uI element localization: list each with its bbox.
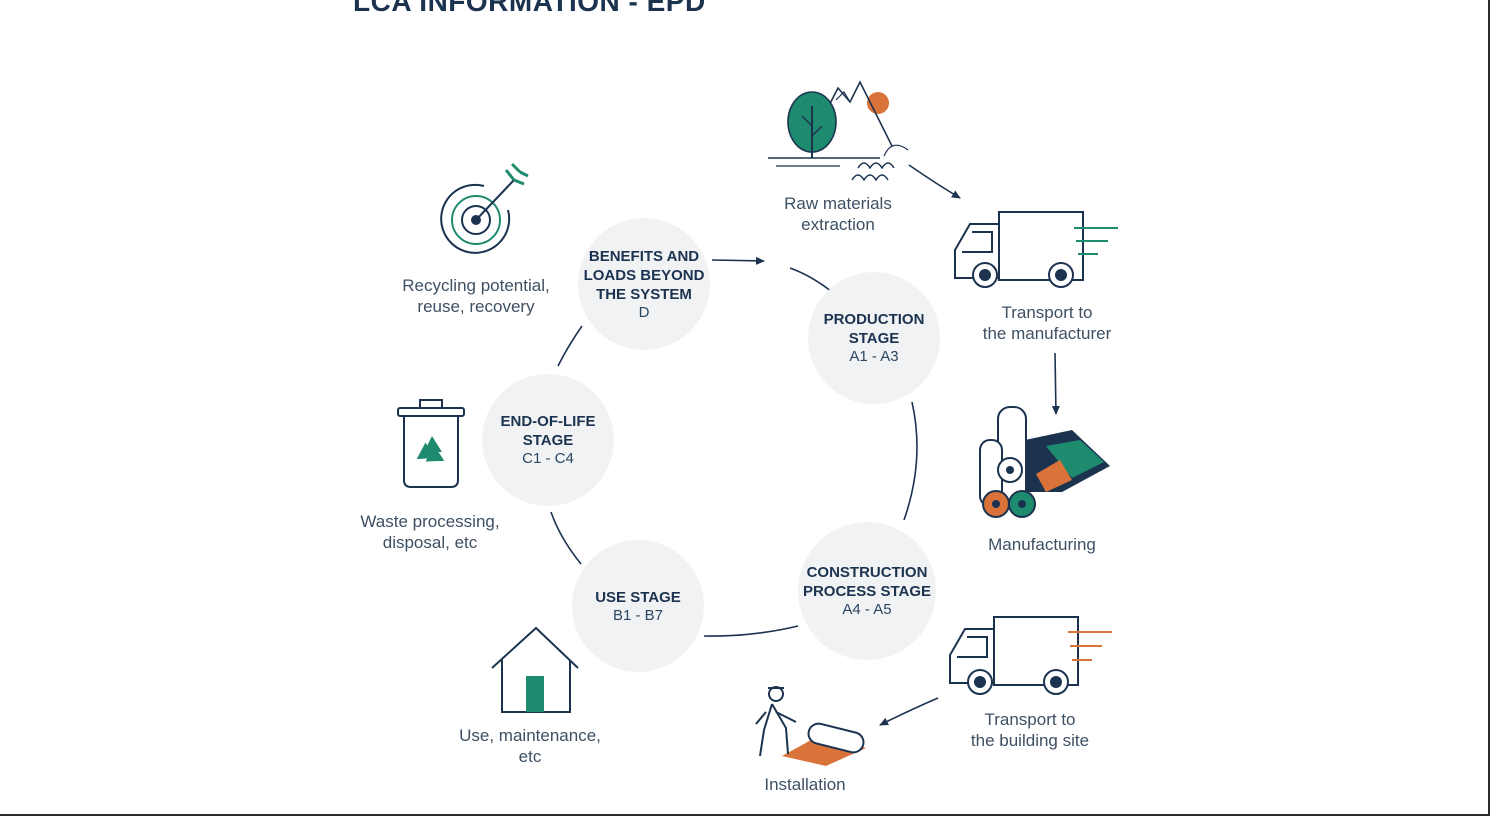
process-arrows	[711, 164, 1060, 726]
connector-use-endoflife	[550, 511, 582, 565]
connector-construction-use	[703, 625, 799, 637]
recycling-target-icon	[440, 162, 529, 254]
benefits-to-raw-arrow	[711, 256, 765, 265]
stage-production-name: PRODUCTION STAGE	[823, 311, 925, 347]
stage-end-of-life: END-OF-LIFE STAGE C1 - C4	[482, 374, 614, 506]
truck-icon-manufacturer	[954, 211, 1118, 288]
raw-materials-icon	[768, 80, 909, 182]
recycling-bin-icon	[397, 399, 465, 488]
caption-raw-materials: Raw materials extraction	[784, 194, 892, 234]
caption-use: Use, maintenance, etc	[459, 726, 601, 766]
stage-construction-name: CONSTRUCTION PROCESS STAGE	[802, 564, 932, 600]
installation-worker-icon	[755, 686, 866, 766]
stage-benefits-name: BENEFITS AND LOADS BEYOND THE SYSTEM	[583, 247, 705, 303]
connector-benefits-production	[789, 267, 833, 293]
connector-production-construction	[903, 401, 918, 521]
page-title: LCA INFORMATION - EPD	[353, 0, 706, 17]
stage-production: PRODUCTION STAGE A1 - A3	[808, 272, 940, 404]
stage-use-code: B1 - B7	[612, 606, 664, 624]
stage-benefits-code: D	[638, 303, 650, 321]
manufacturing-rolls-icon	[979, 406, 1110, 518]
stage-benefits: BENEFITS AND LOADS BEYOND THE SYSTEM D	[578, 218, 710, 350]
caption-recycling: Recycling potential, reuse, recovery	[402, 276, 550, 316]
caption-transport-site: Transport to the building site	[970, 710, 1090, 750]
house-icon	[491, 626, 579, 713]
stage-end-of-life-code: C1 - C4	[522, 450, 574, 467]
transport-to-manufacturing-arrow	[1051, 352, 1060, 415]
stage-use-name: USE STAGE	[595, 588, 681, 606]
transport-to-installation-arrow	[879, 697, 939, 726]
stage-construction-code: A4 - A5	[842, 601, 892, 618]
caption-manufacturing: Manufacturing	[988, 535, 1096, 554]
raw-to-transport-arrow	[908, 164, 961, 199]
stage-use: USE STAGE B1 - B7	[572, 540, 704, 672]
stage-construction: CONSTRUCTION PROCESS STAGE A4 - A5	[798, 522, 936, 660]
truck-icon-building-site	[949, 616, 1112, 695]
caption-transport-manufacturer: Transport to the manufacturer	[982, 303, 1112, 343]
caption-waste: Waste processing, disposal, etc	[360, 512, 500, 552]
stage-production-code: A1 - A3	[849, 348, 899, 365]
caption-installation: Installation	[764, 775, 846, 794]
connector-endoflife-benefits	[557, 325, 583, 367]
stage-end-of-life-name: END-OF-LIFE STAGE	[500, 413, 596, 449]
